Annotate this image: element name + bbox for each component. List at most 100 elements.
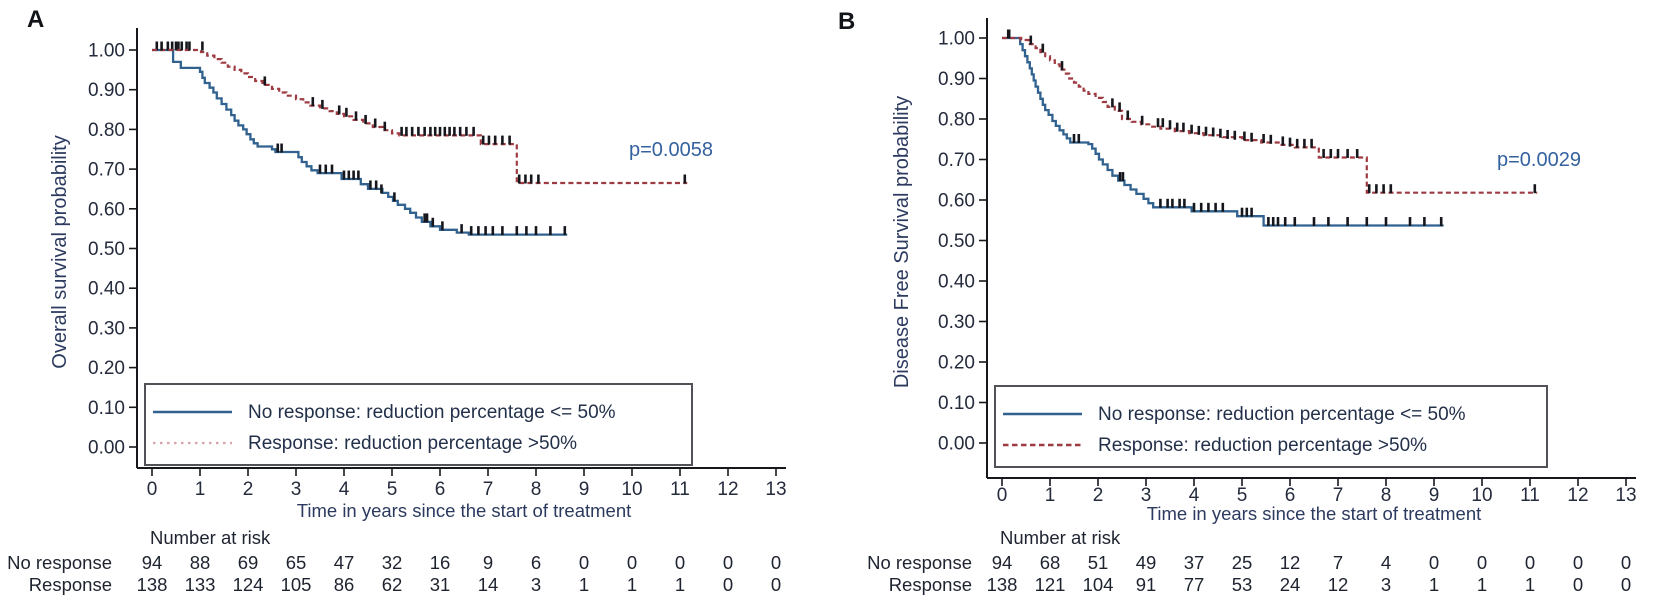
risk-count: 53 (1232, 574, 1253, 595)
x-tick-label: 2 (243, 479, 254, 500)
risk-count: 0 (1525, 552, 1535, 573)
x-tick-label: 12 (717, 479, 738, 500)
p-value-label: p=0.0029 (1497, 149, 1581, 171)
x-tick-label: 3 (1141, 485, 1152, 506)
y-tick-label: 0.60 (88, 199, 125, 220)
x-tick-label: 9 (579, 479, 590, 500)
risk-count: 4 (1381, 552, 1391, 573)
p-value-label: p=0.0058 (629, 139, 713, 161)
y-tick-label: 0.50 (88, 239, 125, 260)
x-tick-label: 8 (1381, 485, 1392, 506)
risk-count: 16 (430, 552, 451, 573)
legend-entry-label: No response: reduction percentage <= 50% (248, 402, 616, 423)
x-tick-label: 11 (670, 479, 690, 500)
y-tick-label: 0.00 (938, 434, 975, 455)
risk-count: 0 (1621, 552, 1631, 573)
y-axis-title: Overall survival probability (49, 135, 71, 368)
x-tick-label: 7 (483, 479, 494, 500)
risk-count: 0 (675, 552, 685, 573)
x-tick-label: 9 (1429, 485, 1440, 506)
risk-count: 65 (286, 552, 307, 573)
x-tick-label: 10 (621, 479, 642, 500)
risk-count: 69 (238, 552, 259, 573)
x-tick-label: 5 (1237, 485, 1248, 506)
risk-count: 0 (1573, 552, 1583, 573)
risk-count: 3 (1381, 574, 1391, 595)
risk-count: 1 (1525, 574, 1535, 595)
y-tick-label: 0.80 (938, 110, 975, 131)
x-tick-label: 13 (1615, 485, 1636, 506)
risk-count: 24 (1280, 574, 1301, 595)
y-tick-label: 0.90 (88, 80, 125, 101)
risk-count: 77 (1184, 574, 1205, 595)
risk-count: 104 (1083, 574, 1114, 595)
risk-count: 0 (1429, 552, 1439, 573)
legend-box (994, 385, 1548, 468)
risk-count: 12 (1280, 552, 1301, 573)
y-tick-label: 0.20 (88, 358, 125, 379)
km-curve-response (1002, 36, 1538, 194)
x-axis-title: Time in years since the start of treatme… (297, 500, 632, 521)
panel-a-label: A (27, 6, 45, 33)
risk-count: 0 (579, 552, 589, 573)
x-tick-label: 4 (339, 479, 350, 500)
km-curve-no-response (152, 48, 568, 236)
x-tick-label: 1 (1045, 485, 1056, 506)
x-tick-label: 2 (1093, 485, 1104, 506)
km-curve-response (152, 48, 688, 185)
legend-entry-label: No response: reduction percentage <= 50% (1098, 404, 1466, 425)
risk-count: 0 (1621, 574, 1631, 595)
risk-count: 121 (1035, 574, 1066, 595)
y-tick-label: 0.70 (938, 150, 975, 171)
risk-count: 91 (1136, 574, 1157, 595)
y-tick-label: 1.00 (88, 41, 125, 62)
x-tick-label: 11 (1520, 485, 1540, 506)
risk-count: 7 (1333, 552, 1343, 573)
risk-count: 12 (1328, 574, 1349, 595)
y-tick-label: 1.00 (938, 29, 975, 50)
y-tick-label: 0.40 (938, 272, 975, 293)
y-tick-label: 0.10 (88, 398, 125, 419)
risk-count: 25 (1232, 552, 1253, 573)
risk-count: 1 (1429, 574, 1439, 595)
risk-count: 62 (382, 574, 403, 595)
y-tick-label: 0.40 (88, 279, 125, 300)
risk-count: 9 (483, 552, 493, 573)
risk-count: 88 (190, 552, 211, 573)
risk-row-label: No response (867, 552, 972, 573)
x-tick-label: 10 (1471, 485, 1492, 506)
y-tick-label: 0.20 (938, 353, 975, 374)
y-tick-label: 0.90 (938, 69, 975, 90)
risk-count: 32 (382, 552, 403, 573)
risk-count: 37 (1184, 552, 1205, 573)
risk-count: 0 (1477, 552, 1487, 573)
risk-count: 86 (334, 574, 355, 595)
risk-count: 105 (281, 574, 312, 595)
risk-count: 68 (1040, 552, 1061, 573)
x-tick-label: 12 (1567, 485, 1588, 506)
risk-count: 49 (1136, 552, 1157, 573)
risk-count: 31 (430, 574, 451, 595)
risk-count: 0 (723, 552, 733, 573)
risk-count: 14 (478, 574, 499, 595)
risk-count: 0 (723, 574, 733, 595)
x-tick-label: 8 (531, 479, 542, 500)
risk-count: 94 (142, 552, 163, 573)
y-tick-label: 0.30 (88, 318, 125, 339)
panel-b-label: B (838, 8, 856, 35)
legend-entry-label: Response: reduction percentage >50% (1098, 435, 1427, 456)
x-axis-title: Time in years since the start of treatme… (1147, 503, 1482, 524)
x-tick-label: 4 (1189, 485, 1200, 506)
risk-count: 138 (987, 574, 1018, 595)
risk-count: 1 (675, 574, 685, 595)
risk-row-label: No response (7, 552, 112, 573)
x-tick-label: 6 (435, 479, 446, 500)
risk-row-label: Response (889, 574, 972, 595)
x-tick-label: 5 (387, 479, 398, 500)
legend-entry-label: Response: reduction percentage >50% (248, 433, 577, 454)
y-tick-label: 0.10 (938, 393, 975, 414)
x-tick-label: 0 (997, 485, 1008, 506)
risk-count: 3 (531, 574, 541, 595)
risk-count: 94 (992, 552, 1013, 573)
